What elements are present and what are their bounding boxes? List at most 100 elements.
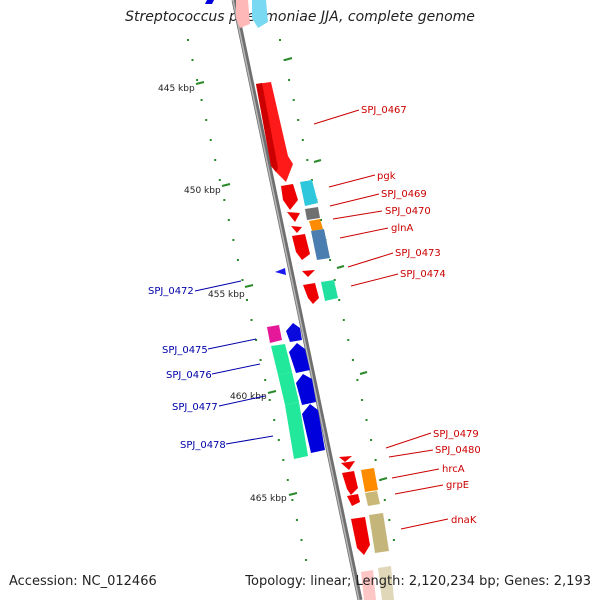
callout-lines-reverse (194, 280, 274, 445)
label-pgk[interactable]: pgk (377, 171, 396, 182)
scale-dot (196, 79, 199, 81)
scale-dot (295, 519, 298, 521)
genome-backbone (231, 0, 363, 600)
label-SPJ_0480[interactable]: SPJ_0480 (435, 445, 481, 456)
label-SPJ_0476[interactable]: SPJ_0476 (166, 370, 212, 381)
tick-label-460: 460 kbp (230, 392, 267, 402)
scale-dot (306, 159, 309, 161)
scale-dot (250, 319, 253, 321)
scale-dot (356, 379, 359, 381)
scale-dot (232, 239, 235, 241)
scale-dot (351, 359, 354, 361)
tick-label-445: 445 kbp (158, 84, 195, 94)
tick-label-455: 455 kbp (208, 290, 245, 300)
label-SPJ_0479[interactable]: SPJ_0479 (433, 429, 479, 440)
scale-dot (205, 119, 208, 121)
scale-dot (297, 119, 300, 121)
gene-SPJ_0477[interactable] (278, 372, 316, 405)
accession-text: Accession: NC_012466 (9, 574, 157, 589)
label-SPJ_0467[interactable]: SPJ_0467 (361, 105, 407, 116)
scale-dot (282, 459, 285, 461)
gene-labels: SPJ_0467 pgk SPJ_0469 SPJ_0470 glnA SPJ_… (148, 105, 481, 526)
tick-mark (244, 284, 254, 288)
scale-dot (288, 79, 291, 81)
map-title: Streptococcus pneumoniae JJA, complete g… (125, 9, 475, 25)
scale-dot (279, 39, 281, 41)
label-grpE[interactable]: grpE (446, 480, 469, 491)
gene-SPJ_0474[interactable] (303, 280, 338, 304)
scale-dot (392, 539, 395, 541)
label-hrcA[interactable]: hrcA (442, 464, 465, 475)
gene-pgk[interactable] (281, 180, 318, 210)
gene-SPJ_0467[interactable] (256, 82, 293, 182)
label-SPJ_0469[interactable]: SPJ_0469 (381, 189, 427, 200)
scale-dot (246, 299, 248, 301)
scale-dot (286, 479, 289, 481)
scale-dot (370, 439, 373, 441)
gene-SPJ_0479[interactable] (339, 456, 352, 462)
genome-summary-text: Topology: linear; Length: 2,120,234 bp; … (245, 574, 591, 589)
label-dnaK[interactable]: dnaK (451, 515, 477, 526)
tick-mark (284, 57, 293, 61)
scale-dot (301, 139, 304, 141)
scale-dot (365, 419, 368, 421)
label-glnA[interactable]: glnA (391, 223, 413, 234)
scale-dot (273, 419, 276, 421)
scale-dot (300, 539, 303, 541)
tick-label-450: 450 kbp (184, 186, 221, 196)
label-SPJ_0474[interactable]: SPJ_0474 (400, 269, 446, 280)
gene-SPJ_0475[interactable] (267, 323, 302, 343)
gene-glnA[interactable] (292, 229, 330, 260)
tick-mark (359, 371, 368, 375)
tick-mark (195, 81, 205, 85)
scale-dot (191, 59, 194, 61)
label-SPJ_0475[interactable]: SPJ_0475 (162, 345, 208, 356)
scale-dot (264, 379, 267, 381)
scale-dot (227, 219, 230, 221)
scale-dot (223, 199, 226, 201)
gene-SPJ_0472[interactable] (275, 268, 286, 275)
scale-dot (361, 399, 363, 401)
scale-dot (241, 279, 244, 281)
gene-partial-bottom[interactable] (361, 566, 394, 600)
tick-mark (221, 183, 231, 187)
scale-dot (374, 459, 377, 461)
scale-dot (320, 219, 322, 221)
label-SPJ_0478[interactable]: SPJ_0478 (180, 440, 226, 451)
gene-dnaK[interactable] (351, 513, 389, 555)
label-SPJ_0473[interactable]: SPJ_0473 (395, 248, 441, 259)
scale-dot (338, 299, 341, 301)
scale-dot (259, 359, 262, 361)
label-SPJ_0477[interactable]: SPJ_0477 (172, 402, 218, 413)
scale-dot (383, 499, 386, 501)
gene-partial-top[interactable] (205, 0, 268, 28)
gene-hrcA[interactable] (342, 468, 378, 495)
gene-SPJ_0469[interactable] (287, 207, 320, 222)
tick-mark (313, 159, 322, 163)
gene-SPJ_0478[interactable] (285, 402, 325, 459)
tick-mark (288, 492, 298, 496)
scale-dots (187, 39, 395, 561)
gene-SPJ_0476[interactable] (271, 343, 310, 375)
label-SPJ_0472[interactable]: SPJ_0472 (148, 286, 194, 297)
scale-dot (347, 339, 350, 341)
gene-SPJ_0470[interactable] (291, 219, 323, 233)
tick-mark (267, 390, 277, 394)
scale-dot (310, 179, 313, 181)
scale-dot (268, 399, 271, 401)
scale-dot (218, 179, 221, 181)
scale-dot (333, 279, 336, 281)
gene-grpE[interactable] (347, 491, 380, 506)
scale-dot (200, 99, 203, 101)
scale-dot (277, 439, 280, 441)
scale-dot (329, 259, 332, 261)
scale-dot (209, 139, 212, 141)
gene-SPJ_0473[interactable] (302, 270, 315, 277)
scale-dot (342, 319, 345, 321)
label-SPJ_0470[interactable]: SPJ_0470 (385, 206, 431, 217)
scale-dot (255, 339, 258, 341)
tick-mark (379, 477, 388, 481)
gene-SPJ_0480[interactable] (341, 461, 355, 470)
